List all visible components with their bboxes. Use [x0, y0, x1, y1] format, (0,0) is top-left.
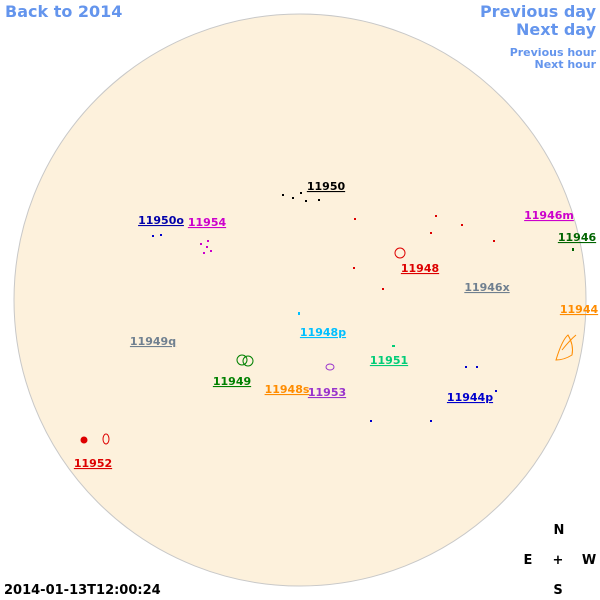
- compass-west: W: [582, 553, 596, 568]
- region-label[interactable]: 11954: [188, 216, 227, 229]
- spot: [394, 247, 406, 259]
- region-label[interactable]: 11949: [213, 375, 251, 388]
- spot-group: [353, 215, 495, 290]
- region-label[interactable]: 11951: [370, 354, 408, 367]
- region-label[interactable]: 11953: [308, 386, 346, 399]
- spot-group: [152, 234, 497, 422]
- region-label[interactable]: 11946x: [464, 281, 509, 294]
- region-label[interactable]: 11952: [74, 457, 112, 470]
- next-hour-link[interactable]: Next hour: [535, 58, 597, 71]
- spot: [572, 248, 574, 251]
- spots: [80, 192, 577, 445]
- region-label[interactable]: 11946m: [524, 209, 574, 222]
- spot: [236, 354, 248, 366]
- region-label[interactable]: 11948: [401, 262, 439, 275]
- spot: [242, 355, 254, 367]
- compass-center: +: [553, 553, 564, 568]
- solar-disk: [13, 13, 587, 587]
- compass-north: N: [554, 523, 565, 538]
- region-label[interactable]: 11950o: [138, 214, 184, 227]
- spot-group: [282, 192, 320, 202]
- region-label[interactable]: 11944: [560, 303, 599, 316]
- region-label[interactable]: 11946: [558, 231, 597, 244]
- next-day-link[interactable]: Next day: [516, 20, 597, 39]
- spot: [392, 345, 395, 347]
- timestamp: 2014-01-13T12:00:24: [4, 583, 161, 598]
- region-label[interactable]: 11949q: [130, 335, 176, 348]
- compass-south: S: [553, 583, 562, 598]
- spot: [325, 363, 335, 371]
- region-label[interactable]: 11950: [307, 180, 346, 193]
- spot: [102, 433, 110, 445]
- spot-group: [200, 240, 212, 254]
- region-label[interactable]: 11948p: [300, 326, 346, 339]
- spot: [555, 334, 577, 361]
- previous-day-link[interactable]: Previous day: [480, 2, 597, 21]
- spot: [298, 312, 300, 315]
- previous-hour-link[interactable]: Previous hour: [510, 46, 597, 59]
- region-label[interactable]: 11944p: [447, 391, 493, 404]
- compass-east: E: [524, 553, 533, 568]
- back-link[interactable]: Back to 2014: [5, 2, 122, 21]
- spot: [80, 436, 88, 444]
- region-label[interactable]: 11948s: [265, 383, 310, 396]
